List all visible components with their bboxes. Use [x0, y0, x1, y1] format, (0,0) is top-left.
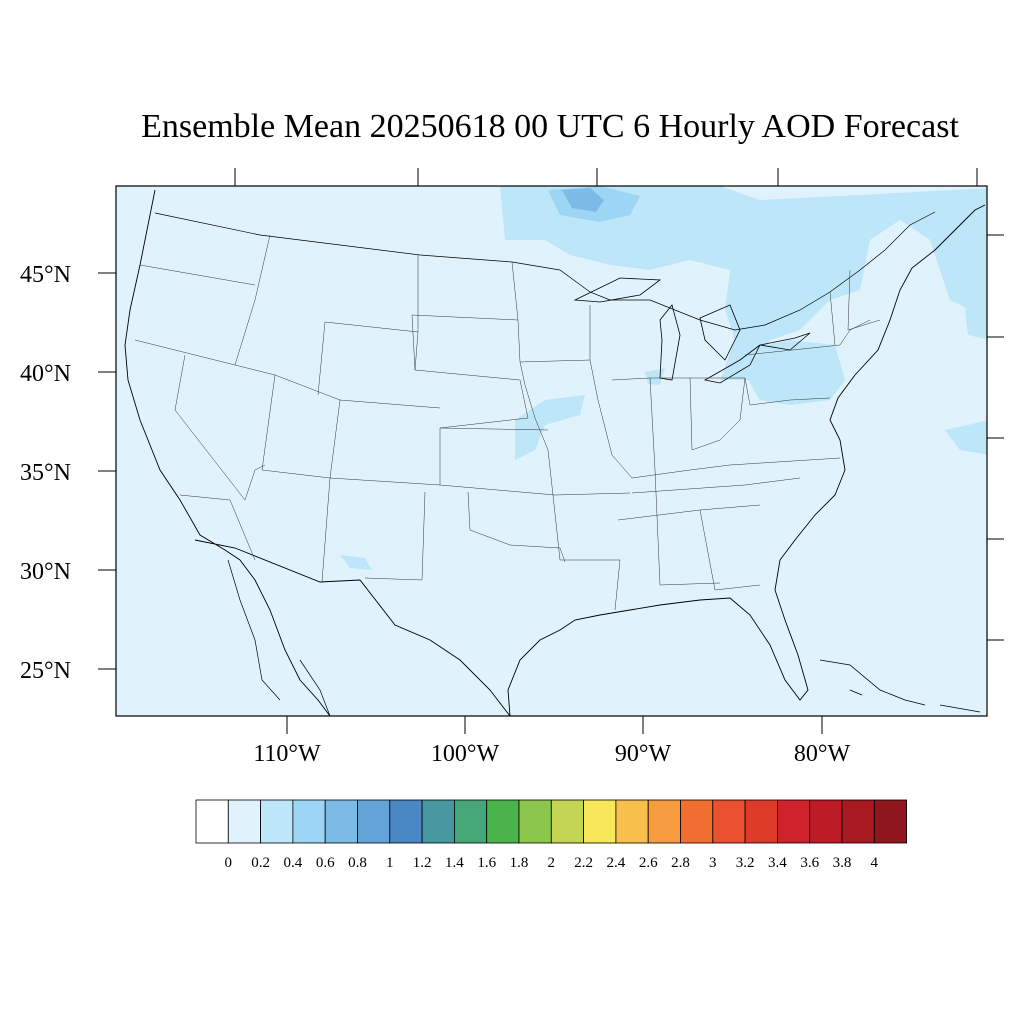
colorbar-swatch — [357, 799, 391, 844]
colorbar-tick-label: 3.6 — [800, 855, 819, 871]
colorbar-tick-label: 1.2 — [413, 855, 432, 871]
colorbar-tick-label: 1 — [386, 855, 394, 871]
colorbar-tick-label: 2.6 — [639, 855, 658, 871]
colorbar-swatch — [680, 799, 714, 844]
colorbar-swatch — [518, 799, 552, 844]
colorbar-swatch — [486, 799, 520, 844]
bottom-ticks — [286, 716, 823, 734]
top-ticks — [234, 168, 978, 186]
us-outline — [124, 189, 986, 716]
colorbar-swatch — [841, 799, 875, 844]
colorbar-tick-label: 1.8 — [510, 855, 529, 871]
colorbar-tick-label: 0.4 — [284, 855, 303, 871]
colorbar-tick-label: 2.4 — [607, 855, 626, 871]
colorbar-tick-label: 0.6 — [316, 855, 335, 871]
colorbar-swatch — [583, 799, 617, 844]
colorbar-swatch — [389, 799, 423, 844]
colorbar-swatch — [324, 799, 358, 844]
lon-label-110w: 110°W — [253, 741, 321, 767]
aod-region-missouri — [515, 395, 585, 460]
colorbar-tick-label: 3.8 — [833, 855, 852, 871]
colorbar-tick-label: 2.8 — [671, 855, 690, 871]
colorbar-tick-label: 4 — [871, 855, 879, 871]
lat-label-35: 35°N — [20, 460, 71, 486]
colorbar-swatch — [260, 799, 294, 844]
colorbar-tick-label: 3.4 — [768, 855, 787, 871]
colorbar-swatch — [195, 799, 229, 844]
caribbean-islands — [819, 659, 981, 713]
lon-label-80w: 80°W — [794, 741, 851, 767]
lat-label-40: 40°N — [20, 361, 71, 387]
colorbar-swatch — [550, 799, 584, 844]
colorbar-swatch — [809, 799, 843, 844]
colorbar-swatch — [777, 799, 811, 844]
aod-region-northeast — [745, 340, 845, 405]
lat-label-30: 30°N — [20, 559, 71, 585]
state-borders — [134, 234, 881, 611]
lat-label-25: 25°N — [20, 658, 71, 684]
mexico-outline — [227, 559, 331, 716]
canada-border — [154, 211, 936, 331]
great-lakes — [573, 277, 811, 384]
aod-region-canada — [500, 186, 987, 380]
lon-label-90w: 90°W — [615, 741, 672, 767]
colorbar-swatch — [227, 799, 262, 844]
colorbar-swatch — [421, 799, 455, 844]
aod-region-newmexico — [340, 555, 372, 570]
colorbar-tick-label: 2 — [548, 855, 556, 871]
left-ticks — [98, 272, 116, 670]
colorbar-tick-label: 1.4 — [445, 855, 464, 871]
colorbar-swatch — [873, 799, 907, 844]
colorbar-tick-label: 3.2 — [736, 855, 755, 871]
map-title: Ensemble Mean 20250618 00 UTC 6 Hourly A… — [141, 108, 959, 145]
aod-region-atlantic — [945, 301, 987, 455]
map-frame — [115, 185, 988, 717]
colorbar-tick-label: 3 — [709, 855, 717, 871]
aod-region-core — [562, 188, 604, 212]
colorbar: 0 0.2 0.4 0.6 0.8 1 1.2 1.4 1.6 1.8 2 2.2 2.4 2.6 2.8 3… — [195, 799, 907, 871]
colorbar-swatch — [292, 799, 326, 844]
colorbar-swatch — [453, 799, 488, 844]
colorbar-tick-label: 1.6 — [477, 855, 496, 871]
colorbar-tick-label: 0 — [225, 855, 233, 871]
colorbar-swatch — [744, 799, 778, 844]
colorbar-tick-label: 0.2 — [251, 855, 270, 871]
colorbar-tick-label: 2.2 — [574, 855, 593, 871]
lat-label-45: 45°N — [20, 262, 71, 288]
colorbar-swatch — [615, 799, 649, 844]
lon-label-100w: 100°W — [431, 741, 500, 767]
colorbar-swatch — [712, 799, 746, 844]
colorbar-tick-label: 0.8 — [348, 855, 367, 871]
right-ticks — [987, 234, 1004, 641]
aod-field — [124, 186, 987, 716]
colorbar-swatch — [647, 799, 681, 844]
